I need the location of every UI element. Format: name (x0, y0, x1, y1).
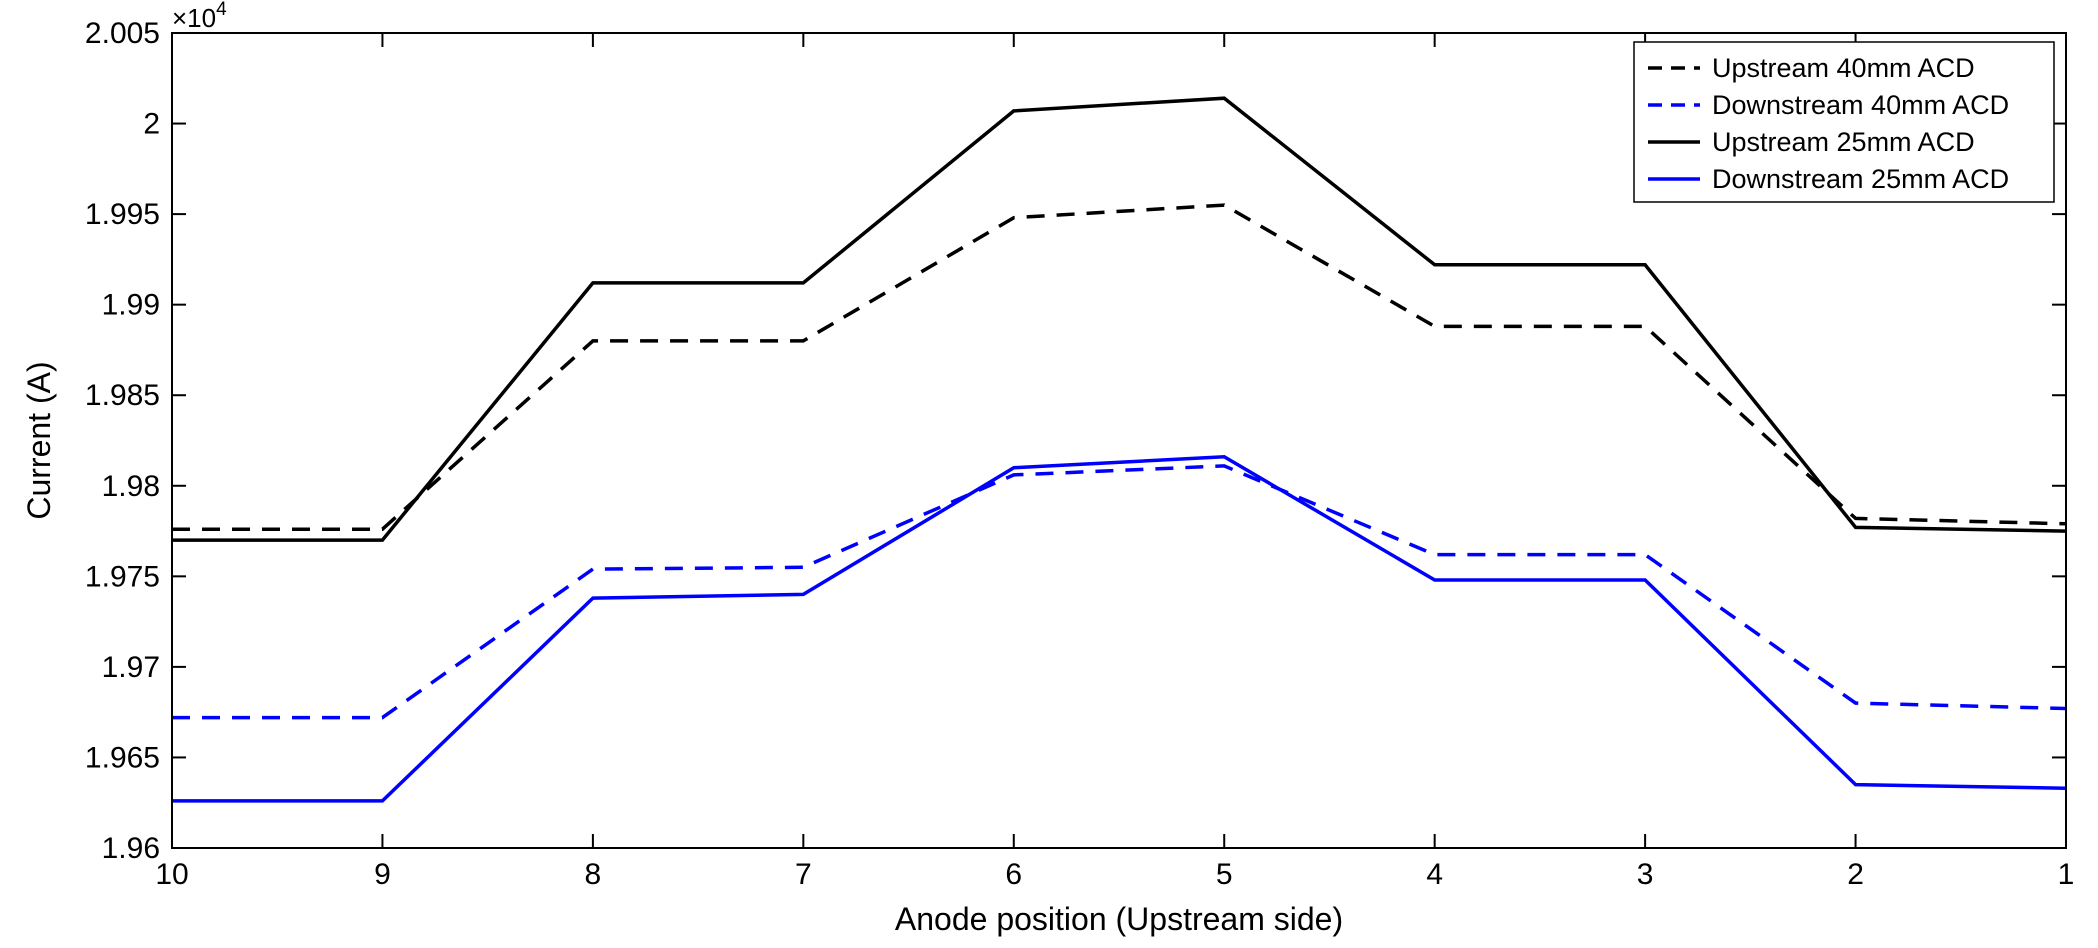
series-line-3 (172, 96, 2067, 542)
axis-ticks (171, 32, 2067, 849)
y-axis-exponent: ×104 (172, 0, 227, 33)
y-tick-label: 1.975 (85, 560, 160, 593)
x-tick-label: 7 (795, 858, 812, 891)
legend-label: Upstream 25mm ACD (1712, 127, 1975, 157)
x-axis-tick-labels: 10 9 8 7 6 5 4 3 2 1 (155, 858, 2074, 891)
y-tick-label: 1.985 (85, 379, 160, 412)
x-tick-label: 10 (155, 858, 188, 891)
x-tick-label: 4 (1426, 858, 1443, 891)
legend: Upstream 40mm ACD Downstream 40mm ACD Upst… (1633, 41, 2055, 203)
legend-label: Upstream 40mm ACD (1712, 53, 1975, 83)
x-tick-label: 6 (1005, 858, 1022, 891)
y-tick-label: 1.965 (85, 741, 160, 774)
x-tick-label: 3 (1637, 858, 1654, 891)
y-tick-label: 1.98 (102, 470, 160, 503)
legend-item: Upstream 40mm ACD (1648, 53, 1975, 83)
y-tick-label: 1.96 (102, 832, 160, 865)
y-tick-label: 1.99 (102, 289, 160, 322)
x-tick-label: 9 (374, 858, 391, 891)
series-line-1 (172, 203, 2067, 531)
legend-item: Downstream 25mm ACD (1648, 164, 2009, 194)
y-axis-exponent-base: ×10 (172, 3, 216, 33)
series-line-4 (172, 455, 2067, 803)
legend-item: Upstream 25mm ACD (1648, 127, 1975, 157)
x-tick-label: 8 (585, 858, 602, 891)
legend-label: Downstream 25mm ACD (1712, 164, 2009, 194)
y-tick-label: 2 (143, 108, 160, 141)
legend-item: Downstream 40mm ACD (1648, 90, 2009, 120)
x-tick-label: 2 (1847, 858, 1864, 891)
x-tick-label: 1 (2058, 858, 2075, 891)
series-layer (172, 96, 2067, 803)
legend-label: Downstream 40mm ACD (1712, 90, 2009, 120)
x-tick-label: 5 (1216, 858, 1233, 891)
legend-box (1633, 41, 2055, 203)
x-axis-title: Anode position (Upstream side) (895, 901, 1343, 937)
y-axis-title: Current (A) (21, 361, 57, 519)
legend-items: Upstream 40mm ACD Downstream 40mm ACD Upst… (1648, 53, 2009, 194)
plot-area-frame (171, 32, 2067, 849)
y-tick-label: 1.97 (102, 651, 160, 684)
series-line-2 (172, 464, 2067, 720)
y-axis-tick-labels: 1.96 1.965 1.97 1.975 1.98 1.985 1.99 1.995 2 2.0… (85, 17, 160, 865)
y-tick-label: 2.005 (85, 17, 160, 50)
y-tick-label: 1.995 (85, 198, 160, 231)
y-axis-exponent-power: 4 (216, 0, 227, 20)
